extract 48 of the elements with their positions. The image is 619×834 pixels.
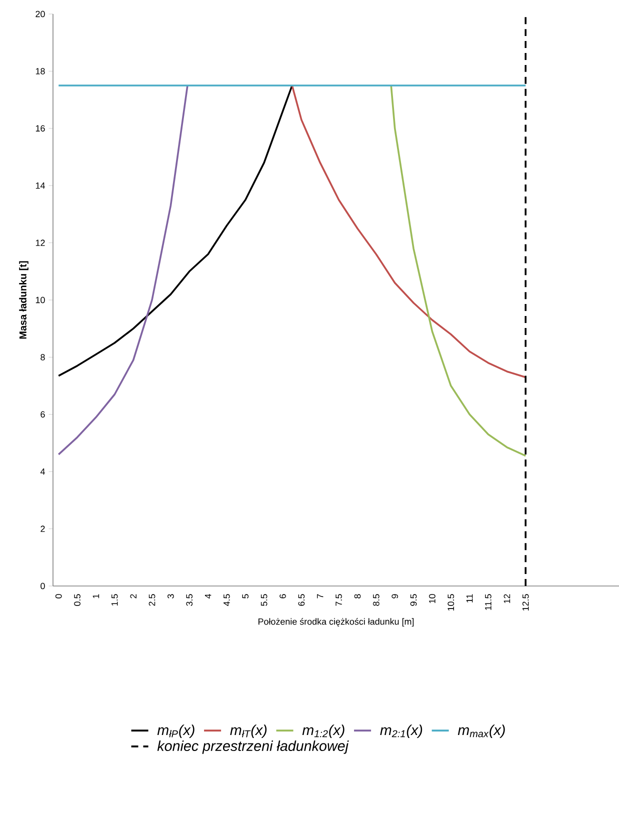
x-tick-label: 8 xyxy=(354,594,361,598)
x-tick-label: 4 xyxy=(204,594,212,599)
x-tick-label: 3 xyxy=(168,594,174,598)
x-tick-label: 1 xyxy=(92,594,100,598)
y-tick-label: 20 xyxy=(36,10,45,18)
x-tick-label: 2 xyxy=(130,594,136,598)
x-tick-label: 11 xyxy=(466,594,473,602)
x-tick-label: 10.5 xyxy=(448,594,454,611)
y-tick-label: 18 xyxy=(36,68,45,74)
x-axis-title: Położenie środka ciężkości ładunku [m] xyxy=(258,618,414,627)
legend-label: m$_{2:1}$(x) xyxy=(380,724,422,738)
y-tick-label: 2 xyxy=(40,526,45,532)
y-tick-label: 12 xyxy=(36,240,45,246)
y-tick-label: 8 xyxy=(40,354,45,360)
x-tick-label: 7 xyxy=(317,594,324,598)
x-tick-label: 4.5 xyxy=(224,594,230,606)
y-axis-title: Masa ładunku [t] xyxy=(19,261,28,339)
x-tick-label: 3.5 xyxy=(186,594,193,606)
x-tick-label: 2.5 xyxy=(148,594,156,606)
x-tick-label: 11.5 xyxy=(485,594,492,610)
y-tick-label: 6 xyxy=(40,411,45,418)
x-tick-label: 5.5 xyxy=(260,594,268,606)
line-series xyxy=(390,84,527,457)
legend-label: m$_{łP}$(x) xyxy=(157,724,194,738)
x-tick-label: 6.5 xyxy=(298,594,305,606)
legend-label: m$_{max}$(x) xyxy=(458,724,505,738)
y-tick-label: 10 xyxy=(36,296,45,304)
y-tick-label: 14 xyxy=(36,182,45,189)
legend-label: m$_{łT}$(x) xyxy=(230,724,267,738)
x-tick-label: 10 xyxy=(429,594,436,604)
x-tick-label: 0.5 xyxy=(74,594,80,606)
y-tick-label: 4 xyxy=(40,468,45,475)
line-series xyxy=(58,84,188,456)
x-tick-label: 9.5 xyxy=(410,594,417,606)
x-tick-label: 7.5 xyxy=(336,594,342,606)
x-tick-label: 1.5 xyxy=(112,594,118,606)
y-tick-label: 16 xyxy=(36,125,45,132)
x-tick-label: 12.5 xyxy=(522,594,529,611)
x-tick-label: 9 xyxy=(392,594,398,598)
x-tick-label: 0 xyxy=(55,594,62,598)
x-tick-label: 6 xyxy=(280,594,286,598)
line-series xyxy=(291,84,527,378)
x-tick-label: 5 xyxy=(242,594,249,598)
legend-label: m$_{1:2}$(x) xyxy=(302,724,344,738)
x-tick-label: 8.5 xyxy=(372,594,380,606)
legend-label: koniec przestrzeni ładunkowej xyxy=(157,740,349,754)
y-tick-label: 0 xyxy=(40,582,45,590)
x-tick-label: 12 xyxy=(504,594,510,604)
